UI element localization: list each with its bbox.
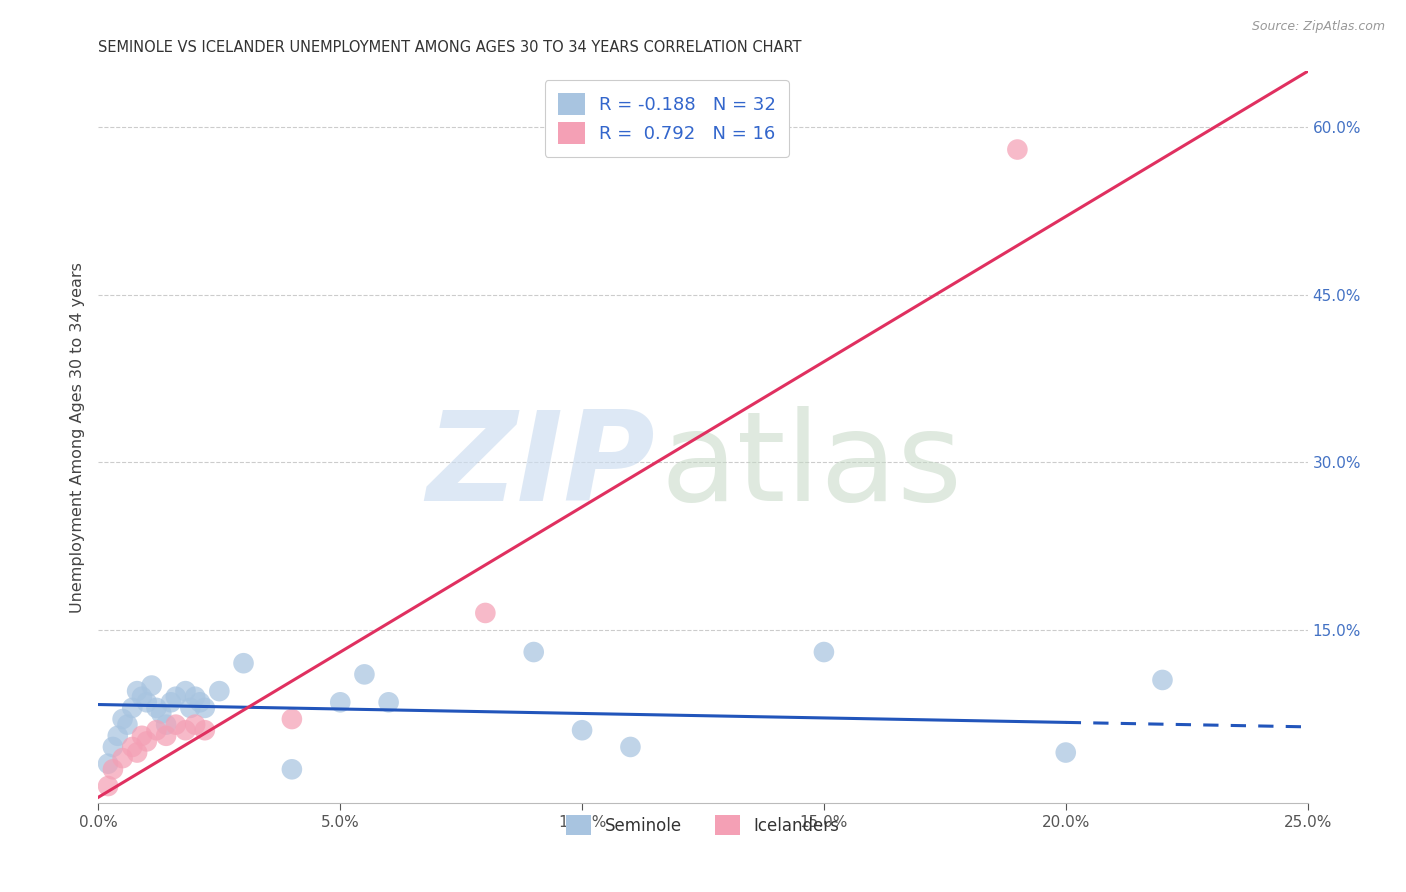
Point <box>174 684 197 698</box>
Point <box>101 762 124 776</box>
Point <box>135 734 157 748</box>
Point <box>135 695 157 709</box>
Point <box>813 645 835 659</box>
Point <box>1054 746 1077 760</box>
Point <box>107 729 129 743</box>
Text: atlas: atlas <box>661 406 963 527</box>
Point <box>184 717 207 731</box>
Point <box>188 695 211 709</box>
Point <box>174 723 197 738</box>
Point <box>1152 673 1174 687</box>
Text: ZIP: ZIP <box>426 406 655 527</box>
Text: SEMINOLE VS ICELANDER UNEMPLOYMENT AMONG AGES 30 TO 34 YEARS CORRELATION CHART: SEMINOLE VS ICELANDER UNEMPLOYMENT AMONG… <box>98 40 801 55</box>
Point <box>523 645 546 659</box>
Point <box>145 701 167 715</box>
Point <box>353 667 375 681</box>
Legend: Seminole, Icelanders: Seminole, Icelanders <box>555 804 851 847</box>
Point <box>232 657 254 671</box>
Point <box>111 712 134 726</box>
Point <box>1007 143 1029 157</box>
Point <box>155 717 177 731</box>
Point <box>155 729 177 743</box>
Point <box>208 684 231 698</box>
Point <box>150 706 173 721</box>
Point <box>127 684 149 698</box>
Y-axis label: Unemployment Among Ages 30 to 34 years: Unemployment Among Ages 30 to 34 years <box>69 261 84 613</box>
Point <box>619 739 641 754</box>
Point <box>97 779 120 793</box>
Point <box>194 701 217 715</box>
Point <box>131 729 153 743</box>
Point <box>165 717 187 731</box>
Point <box>117 717 139 731</box>
Point <box>179 701 201 715</box>
Point <box>121 739 143 754</box>
Point <box>127 746 149 760</box>
Point <box>111 751 134 765</box>
Point <box>377 695 399 709</box>
Point <box>97 756 120 771</box>
Point <box>131 690 153 704</box>
Point <box>474 606 496 620</box>
Point <box>160 695 183 709</box>
Point <box>141 679 163 693</box>
Point <box>194 723 217 738</box>
Point <box>281 762 304 776</box>
Point <box>329 695 352 709</box>
Point <box>145 723 167 738</box>
Text: Source: ZipAtlas.com: Source: ZipAtlas.com <box>1251 20 1385 33</box>
Point <box>101 739 124 754</box>
Point <box>121 701 143 715</box>
Point <box>184 690 207 704</box>
Point <box>281 712 304 726</box>
Point <box>571 723 593 738</box>
Point <box>165 690 187 704</box>
